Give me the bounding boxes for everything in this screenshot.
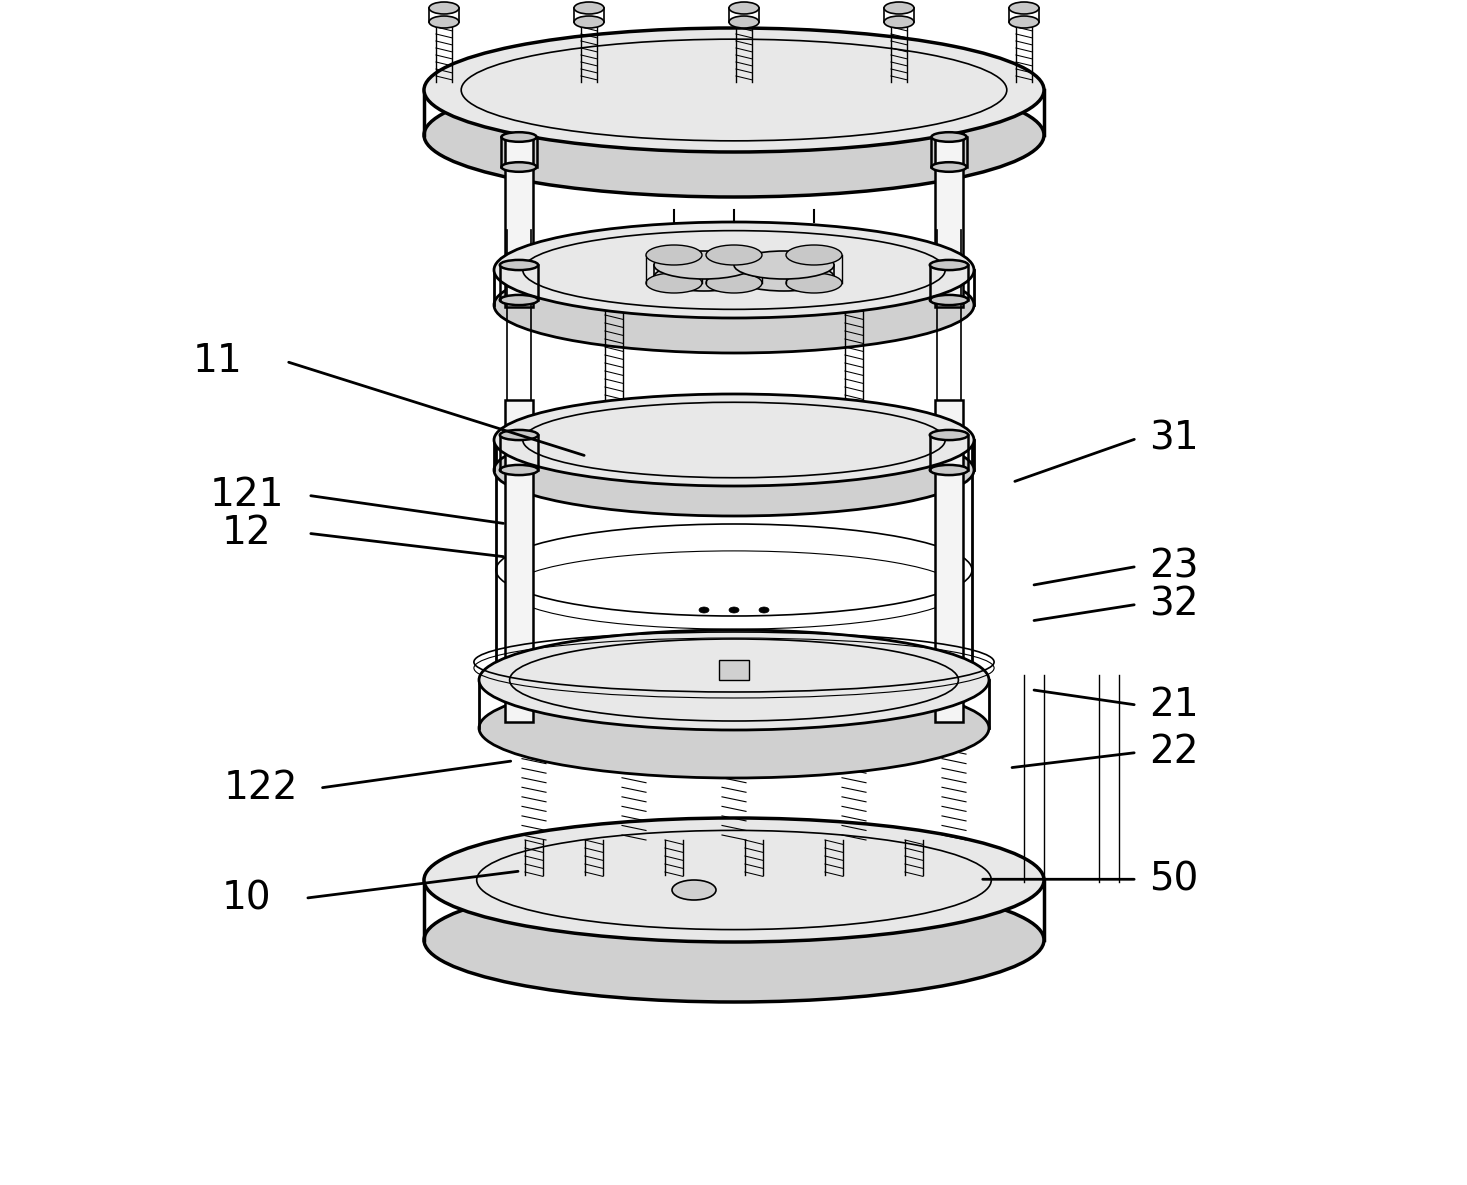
Text: 22: 22 [1149,734,1199,771]
Ellipse shape [930,295,968,305]
Ellipse shape [500,260,538,270]
Text: 32: 32 [1149,585,1199,623]
Ellipse shape [758,607,769,613]
Ellipse shape [654,251,754,278]
Bar [506,401,533,722]
Ellipse shape [734,263,835,292]
Ellipse shape [706,273,761,293]
Text: 122: 122 [224,769,298,807]
Ellipse shape [786,245,842,265]
Ellipse shape [672,880,716,899]
Text: 21: 21 [1149,686,1199,724]
Ellipse shape [729,607,739,613]
Ellipse shape [424,73,1045,197]
Ellipse shape [494,222,974,318]
Ellipse shape [574,17,604,28]
Ellipse shape [494,257,974,353]
Ellipse shape [706,245,761,265]
Ellipse shape [500,465,538,475]
Ellipse shape [480,630,989,730]
Ellipse shape [424,818,1045,942]
Ellipse shape [734,251,835,278]
Text: 11: 11 [192,342,242,380]
Ellipse shape [496,634,973,726]
Ellipse shape [698,607,709,613]
Ellipse shape [654,263,754,292]
Ellipse shape [574,2,604,14]
Ellipse shape [885,2,914,14]
Ellipse shape [645,273,703,293]
Ellipse shape [1009,17,1039,28]
Text: 31: 31 [1149,419,1199,457]
Text: 10: 10 [222,879,271,917]
Bar [936,401,962,722]
Ellipse shape [480,678,989,779]
Ellipse shape [930,465,968,475]
Text: 12: 12 [222,514,271,552]
Ellipse shape [930,430,968,440]
Bar [719,660,750,680]
Text: 50: 50 [1149,860,1199,898]
Text: 23: 23 [1149,547,1199,585]
Ellipse shape [932,133,967,142]
Ellipse shape [494,424,974,515]
Ellipse shape [494,393,974,486]
Ellipse shape [645,245,703,265]
Ellipse shape [729,2,758,14]
Ellipse shape [885,17,914,28]
Ellipse shape [1009,2,1039,14]
Ellipse shape [500,295,538,305]
Ellipse shape [502,133,537,142]
Ellipse shape [930,260,968,270]
Ellipse shape [428,17,459,28]
Ellipse shape [428,2,459,14]
Ellipse shape [502,162,537,172]
Ellipse shape [424,28,1045,152]
Bar [506,107,533,307]
Text: 121: 121 [210,476,283,514]
Ellipse shape [424,878,1045,1003]
Ellipse shape [786,273,842,293]
Ellipse shape [729,17,758,28]
Ellipse shape [932,162,967,172]
Ellipse shape [500,430,538,440]
Bar [936,107,962,307]
